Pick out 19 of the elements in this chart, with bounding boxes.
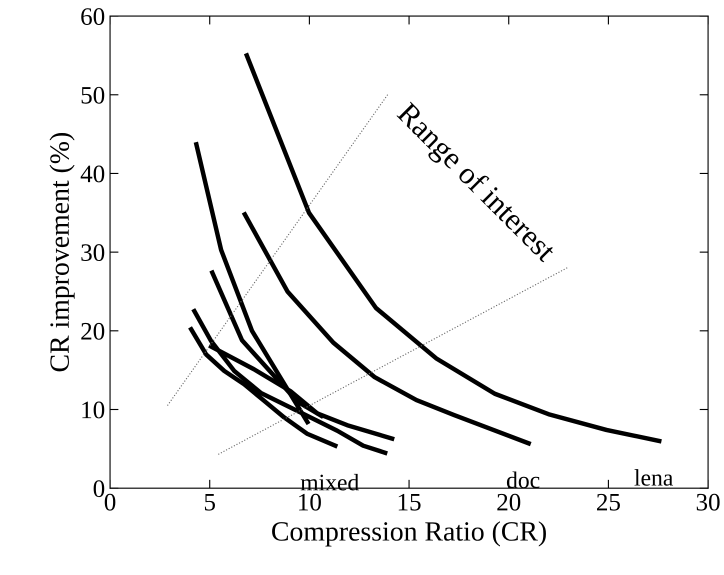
x-tick-label: 15 [398, 494, 421, 511]
y-axis-title: CR improvement (%) [49, 133, 75, 372]
x-tick-label: 5 [204, 494, 215, 511]
x-tick-label: 25 [597, 494, 620, 511]
y-tick-label: 40 [80, 166, 104, 182]
y-tick-label: 20 [81, 322, 104, 340]
y-tick-label: 10 [82, 402, 104, 418]
x-axis-title: Compression Ratio (CR) [272, 521, 546, 546]
y-tick-label: 30 [81, 244, 104, 262]
x-tick-label: 0 [104, 494, 116, 511]
series-label: lena [634, 469, 674, 486]
series-label: mixed [300, 474, 359, 490]
series-label: doc [506, 472, 540, 488]
x-tick-label: 30 [696, 494, 720, 511]
y-tick-label: 50 [82, 86, 104, 104]
x-tick-label: 20 [497, 494, 520, 511]
y-tick-label: 0 [94, 480, 104, 498]
x-tick-label: 10 [299, 494, 321, 511]
y-tick-label: 60 [81, 8, 104, 26]
